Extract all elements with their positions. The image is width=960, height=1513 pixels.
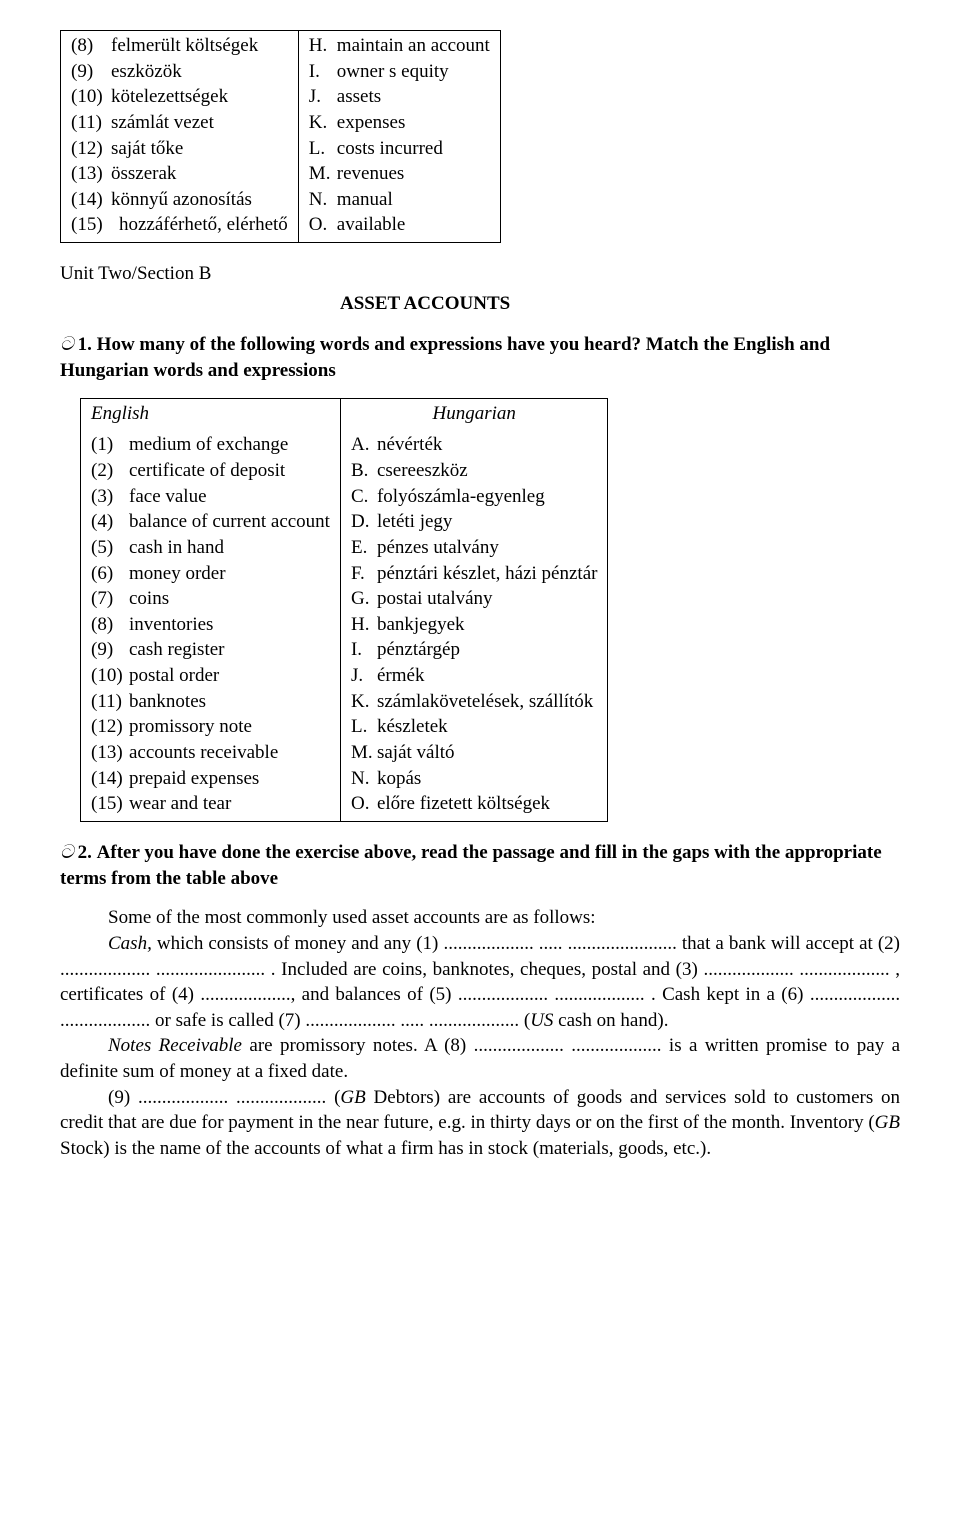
unit-label: Unit Two/Section B [60, 261, 900, 287]
section-heading: ASSET ACCOUNTS [60, 291, 900, 317]
table1-left-col: (8)felmerült költségek (9)eszközök (10)k… [61, 31, 299, 243]
passage-body: Some of the most commonly used asset acc… [60, 905, 900, 1161]
flourish-icon: ට [60, 334, 74, 355]
matching-table-1: (8)felmerült költségek (9)eszközök (10)k… [60, 30, 501, 243]
table2-right-col: Hungarian A.névérték B.csereeszköz C.fol… [340, 398, 608, 821]
flourish-icon: ට [60, 842, 74, 863]
table1-right-col: H.maintain an account I.owner s equity J… [298, 31, 500, 243]
question-1: ට1. How many of the following words and … [60, 332, 900, 383]
table2-left-col: English (1)medium of exchange (2)certifi… [81, 398, 341, 821]
question-2: ට2. After you have done the exercise abo… [60, 840, 900, 891]
matching-table-2: English (1)medium of exchange (2)certifi… [80, 398, 608, 822]
